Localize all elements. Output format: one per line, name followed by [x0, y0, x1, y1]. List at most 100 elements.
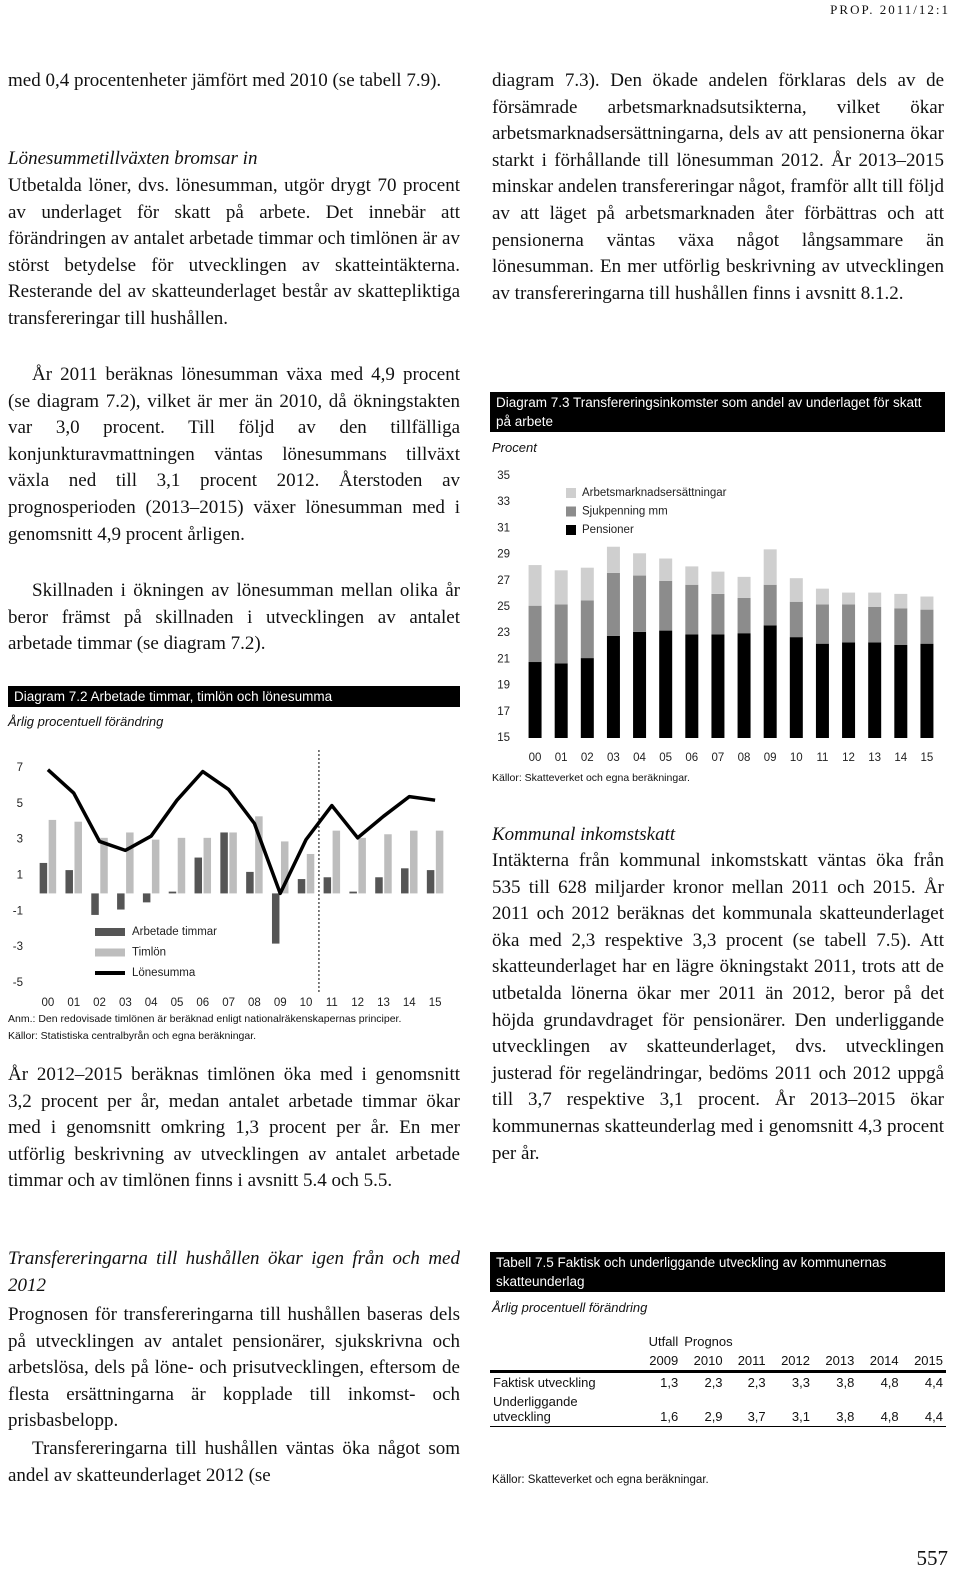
x-tick-label: 02: [93, 997, 106, 1009]
x-tick-label: 03: [607, 752, 620, 764]
year-row: 2009 2010 2011 2012 2013 2014 2015: [490, 1351, 946, 1373]
bar: [100, 837, 108, 894]
bar-segment: [763, 549, 777, 585]
legend-label: Sjukpenning mm: [582, 506, 668, 518]
bar: [194, 857, 203, 894]
x-tick-label: 07: [712, 752, 725, 764]
bar-segment: [580, 600, 594, 659]
table-subtitle: Årlig procentuell förändring: [492, 1300, 648, 1315]
bar: [280, 841, 289, 894]
year-header: 2014: [857, 1351, 902, 1373]
group-header: Utfall: [648, 1334, 679, 1349]
chart-source: Källor: Skatteverket och egna beräkninga…: [492, 772, 690, 784]
bar-segment: [580, 567, 594, 601]
y-tick-label: 31: [497, 522, 510, 534]
bar-segment: [789, 578, 803, 602]
bar-segment: [815, 643, 829, 738]
y-tick-label: -3: [13, 941, 23, 953]
bar: [168, 891, 177, 894]
bar-segment: [554, 570, 568, 605]
bar-segment: [528, 662, 542, 738]
bar-segment: [763, 584, 777, 626]
bar-segment: [606, 572, 620, 636]
bar: [297, 879, 306, 894]
paragraph: Skillnaden i ökningen av lönesumman mell…: [8, 580, 460, 655]
cell: 2,3: [704, 1375, 723, 1390]
bar-segment: [789, 637, 803, 738]
group-row: Utfall Prognos: [490, 1332, 946, 1351]
bar-segment: [606, 635, 620, 738]
bar-segment: [711, 571, 725, 594]
bar-segment: [685, 584, 699, 635]
x-tick-label: 02: [581, 752, 594, 764]
cell: 1,3: [660, 1375, 679, 1390]
bar: [229, 832, 237, 894]
bar-segment: [633, 575, 647, 632]
x-tick-label: 14: [403, 997, 416, 1009]
x-tick-label: 03: [119, 997, 132, 1009]
bar-segment: [633, 553, 647, 576]
y-tick-label: 29: [497, 549, 510, 561]
bar-segment: [633, 631, 647, 738]
x-tick-label: 13: [377, 997, 390, 1009]
bar-segment: [528, 605, 542, 663]
chart-subtitle: Procent: [492, 440, 537, 455]
table-source: Källor: Skatteverket och egna beräkninga…: [492, 1474, 709, 1486]
bar-segment: [763, 625, 777, 738]
legend-label: Lönesumma: [132, 967, 196, 979]
cell: 3,1: [768, 1392, 813, 1427]
x-tick-label: 05: [171, 997, 184, 1009]
bar: [220, 832, 228, 894]
bar: [332, 830, 341, 894]
year-header: 2010: [681, 1351, 726, 1373]
cell: 1,6: [636, 1392, 682, 1427]
y-tick-label: 33: [497, 496, 510, 508]
bar: [39, 862, 48, 894]
group-header: Prognos: [684, 1334, 733, 1349]
heading: Kommunal inkomstskatt: [492, 824, 676, 845]
x-tick-label: 13: [868, 752, 881, 764]
bar: [126, 832, 134, 894]
paragraph: diagram 7.3). Den ökade andelen förklara…: [492, 70, 944, 304]
chart-note: Anm.: Den redovisade timlönen är beräkna…: [8, 1013, 402, 1025]
cell: 4,4: [901, 1392, 946, 1427]
bar-segment: [711, 593, 725, 635]
cell: 4,8: [857, 1392, 902, 1427]
bar-segment: [894, 644, 908, 738]
x-tick-label: 04: [145, 997, 158, 1009]
row-label: Faktisk utveckling: [493, 1375, 596, 1390]
x-tick-label: 09: [764, 752, 777, 764]
x-tick-label: 09: [274, 997, 287, 1009]
x-tick-label: 05: [659, 752, 672, 764]
chart-title: Diagram 7.3 Transfereringsinkomster som …: [490, 392, 945, 432]
bar: [271, 893, 280, 944]
bar-segment: [868, 642, 882, 738]
y-tick-label: 17: [497, 706, 510, 718]
year-header: 2012: [768, 1351, 813, 1373]
page-number: 557: [916, 1546, 949, 1570]
legend-label: Timlön: [132, 947, 166, 959]
x-tick-label: 07: [222, 997, 235, 1009]
y-tick-label: 21: [497, 653, 510, 665]
bar-segment: [842, 642, 856, 738]
bar: [401, 868, 409, 894]
bar: [323, 877, 332, 894]
bar: [306, 853, 315, 894]
y-tick-label: 3: [17, 834, 23, 846]
running-head: PROP. 2011/12:1: [830, 2, 950, 17]
bar-segment: [659, 558, 673, 581]
x-tick-label: 15: [429, 997, 442, 1009]
legend-label: Arbetsmarknadsersättningar: [582, 487, 727, 499]
y-tick-label: -1: [13, 905, 23, 917]
y-tick-label: 25: [497, 601, 510, 613]
x-tick-label: 00: [42, 997, 55, 1009]
bar: [426, 870, 435, 894]
x-tick-label: 01: [555, 752, 568, 764]
y-tick-label: 23: [497, 627, 510, 639]
bar: [384, 834, 392, 894]
bar-segment: [528, 565, 542, 606]
cell: 4,8: [880, 1375, 899, 1390]
bar-segment: [920, 596, 934, 610]
bar-segment: [842, 604, 856, 643]
y-tick-label: 5: [17, 798, 23, 810]
